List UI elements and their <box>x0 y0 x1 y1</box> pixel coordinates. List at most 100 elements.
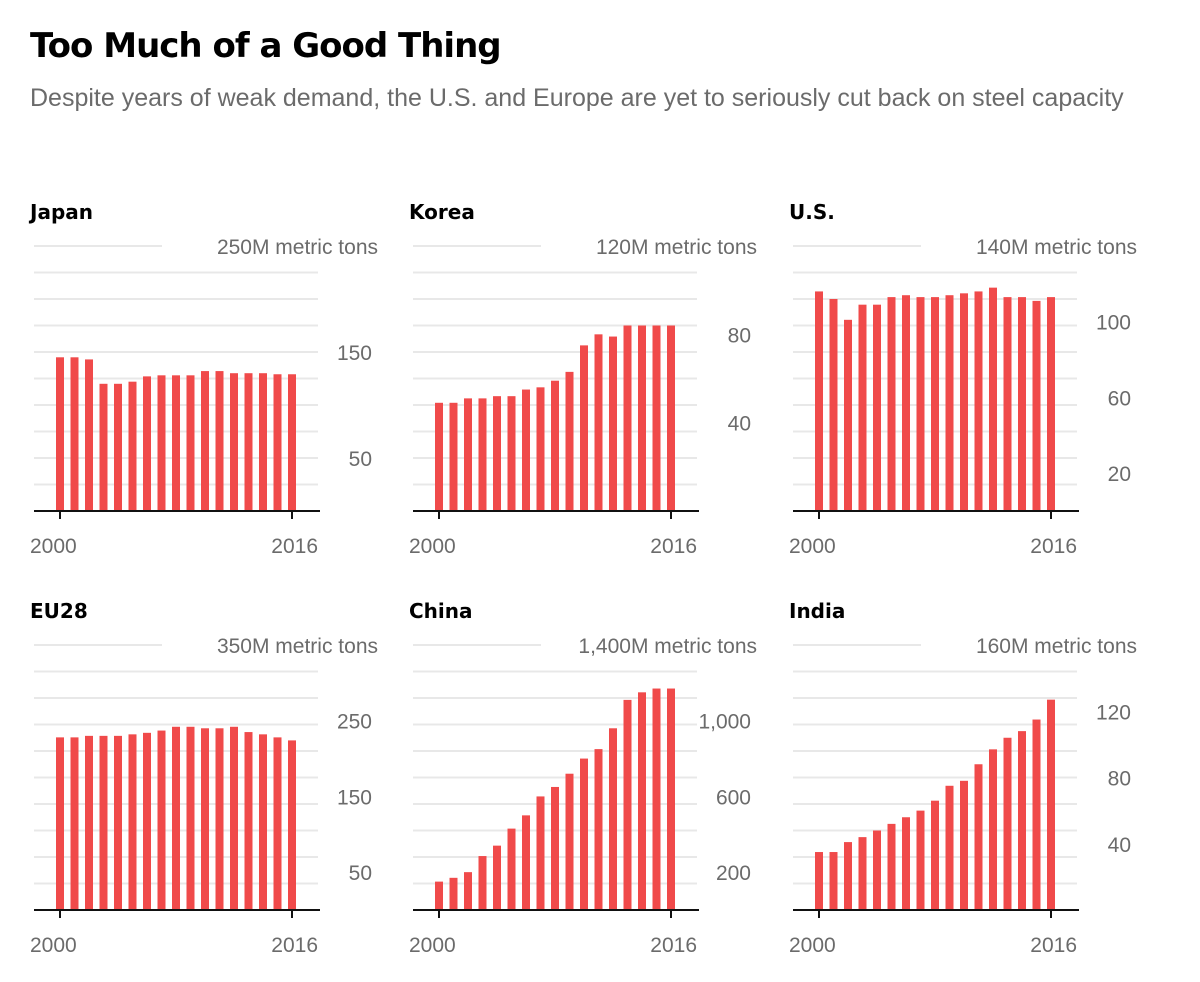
bar-2009 <box>945 295 954 511</box>
x-tick-label: 2000 <box>30 535 77 558</box>
y-tick-label: 40 <box>728 413 751 436</box>
bar-2004 <box>114 383 122 511</box>
bar-2014 <box>259 373 267 511</box>
y-tick-label: 80 <box>728 324 751 347</box>
x-tick-label: 2016 <box>271 934 318 957</box>
panel-title: U.S. <box>789 200 835 224</box>
bar-2015 <box>273 374 282 511</box>
bar-2000 <box>815 852 823 910</box>
y-tick-label: 120 <box>1096 701 1131 724</box>
bar-2010 <box>580 758 588 910</box>
bar-2013 <box>1003 297 1012 511</box>
bar-2015 <box>652 325 661 511</box>
bar-chart-u-s: 140M metric tons 20 60 100 2000 2016 <box>789 236 1137 558</box>
bar-2009 <box>945 785 954 910</box>
x-tick-label: 2016 <box>271 535 318 558</box>
bar-2010 <box>580 345 588 511</box>
x-tick-label: 2016 <box>650 934 697 957</box>
unit-label: 140M metric tons <box>976 236 1137 259</box>
bar-2011 <box>215 728 224 910</box>
bar-2002 <box>844 842 852 910</box>
x-tick-label: 2016 <box>1030 535 1077 558</box>
bar-2006 <box>143 732 151 910</box>
panel-title: China <box>409 599 473 623</box>
bar-2003 <box>478 856 487 910</box>
bar-2001 <box>449 877 458 910</box>
y-tick-label: 50 <box>349 862 372 885</box>
unit-label: 250M metric tons <box>217 236 378 259</box>
bar-2002 <box>85 735 93 910</box>
y-tick-label: 150 <box>337 342 372 365</box>
bar-2015 <box>1032 300 1041 511</box>
unit-label: 350M metric tons <box>217 635 378 658</box>
bar-2012 <box>609 336 617 511</box>
bar-2006 <box>902 295 910 511</box>
bar-2005 <box>128 734 137 910</box>
bar-chart-china: 1,400M metric tons 200 600 1,000 2000 2016 <box>409 635 757 957</box>
bar-2014 <box>638 692 646 910</box>
bar-2014 <box>638 325 646 511</box>
bar-2015 <box>273 737 282 910</box>
y-tick-label: 250 <box>337 711 372 734</box>
bar-2000 <box>815 291 823 511</box>
bar-2010 <box>201 371 209 511</box>
y-tick-label: 1,000 <box>698 711 751 734</box>
bar-2016 <box>667 325 675 511</box>
bar-2001 <box>449 402 458 511</box>
bar-2005 <box>507 828 516 910</box>
bar-2007 <box>916 297 925 511</box>
bar-2009 <box>186 375 195 511</box>
bar-2003 <box>99 383 108 511</box>
panel-title: Korea <box>409 200 475 224</box>
y-tick-label: 40 <box>1108 834 1131 857</box>
bar-2016 <box>288 374 296 511</box>
chart-subtitle: Despite years of weak demand, the U.S. a… <box>30 84 1124 112</box>
bar-chart-india: 160M metric tons 40 80 120 2000 2016 <box>789 635 1137 957</box>
bar-2014 <box>1018 297 1026 511</box>
bar-2012 <box>989 287 997 511</box>
bar-2004 <box>493 845 501 910</box>
bar-2002 <box>85 359 93 511</box>
bar-chart-korea: 120M metric tons 40 80 2000 2016 <box>409 236 757 558</box>
bar-2006 <box>902 817 910 910</box>
bar-2012 <box>989 749 997 910</box>
bar-2016 <box>288 740 296 910</box>
bar-2004 <box>873 830 881 910</box>
chart-title: Too Much of a Good Thing <box>30 26 502 66</box>
bar-2000 <box>56 737 64 910</box>
bar-2011 <box>974 764 983 910</box>
bar-2011 <box>594 749 603 910</box>
bar-2001 <box>70 357 79 511</box>
bar-2009 <box>186 726 195 910</box>
bar-2010 <box>960 293 968 511</box>
y-tick-label: 20 <box>1108 463 1131 486</box>
bar-2008 <box>931 297 939 511</box>
panel-title: EU28 <box>30 599 88 623</box>
bar-2003 <box>99 735 108 910</box>
bar-2001 <box>829 299 838 511</box>
bar-2006 <box>522 389 530 511</box>
bar-2007 <box>536 387 545 511</box>
bar-2006 <box>143 376 151 511</box>
bar-2007 <box>536 796 545 910</box>
unit-label: 160M metric tons <box>976 635 1137 658</box>
x-tick-label: 2000 <box>409 934 456 957</box>
bar-2000 <box>435 881 443 910</box>
bar-2007 <box>916 810 925 910</box>
bar-2011 <box>594 334 603 511</box>
x-tick-label: 2016 <box>650 535 697 558</box>
panel-india: India 160M metric tons 40 80 120 2000 2016 <box>789 597 1139 962</box>
bar-2006 <box>522 815 530 910</box>
panel-china: China 1,400M metric tons 200 600 1,000 2000 20… <box>409 597 759 962</box>
x-tick-label: 2000 <box>30 934 77 957</box>
bar-2005 <box>128 381 137 511</box>
bar-2014 <box>1018 731 1026 910</box>
panel-title: Japan <box>30 200 93 224</box>
bar-2004 <box>114 735 122 910</box>
bar-2005 <box>507 396 516 511</box>
bar-2001 <box>70 737 79 910</box>
bar-2011 <box>974 291 983 511</box>
panel-eu28: EU28 350M metric tons 50 150 250 2000 2016 <box>30 597 380 962</box>
bar-2010 <box>960 780 968 910</box>
y-tick-label: 50 <box>349 448 372 471</box>
